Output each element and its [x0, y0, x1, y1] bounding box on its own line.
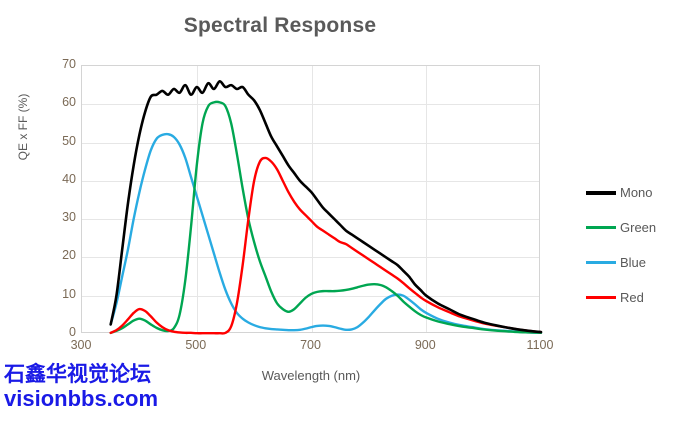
legend-swatch-red — [586, 296, 616, 299]
gridline-vertical — [426, 66, 428, 332]
y-tick-20: 20 — [62, 248, 76, 263]
legend-swatch-green — [586, 226, 616, 229]
legend-swatch-mono — [586, 190, 616, 195]
legend-label-mono: Mono — [620, 185, 653, 200]
series-line-green — [109, 100, 543, 335]
x-tick-1100: 1100 — [526, 338, 554, 352]
y-tick-40: 40 — [62, 171, 76, 186]
chart-title: Spectral Response — [183, 14, 377, 37]
watermark-line-2: visionbbs.com — [4, 385, 159, 411]
y-tick-30: 30 — [62, 210, 76, 225]
legend-item-green[interactable]: Green — [586, 210, 690, 245]
y-tick-70: 70 — [62, 57, 76, 71]
legend-item-mono[interactable]: Mono — [586, 175, 690, 210]
legend-swatch-blue — [586, 261, 616, 264]
x-tick-900: 900 — [414, 338, 436, 352]
legend-label-blue: Blue — [620, 255, 647, 270]
series-line-red — [109, 156, 543, 335]
gridline-horizontal — [82, 104, 539, 106]
x-axis-label: Wavelength (nm) — [261, 368, 361, 383]
legend-label-red: Red — [620, 290, 644, 305]
curve-layer — [109, 80, 543, 335]
y-axis-label: QE x FF (%) — [16, 93, 30, 161]
x-tick-300: 300 — [70, 338, 92, 352]
legend-item-red[interactable]: Red — [586, 280, 690, 315]
series-line-blue — [109, 132, 543, 335]
y-axis-tick-labels: 0 10 20 30 40 50 60 70 — [38, 0, 76, 426]
y-tick-10: 10 — [62, 286, 76, 301]
gridline-horizontal — [82, 257, 539, 259]
plot-area — [81, 65, 543, 335]
gridline-horizontal — [82, 142, 539, 144]
legend-label-green: Green — [620, 220, 657, 235]
series-line-mono — [109, 80, 543, 334]
gridline-horizontal — [82, 180, 539, 182]
gridline-vertical — [311, 66, 313, 332]
legend-item-blue[interactable]: Blue — [586, 245, 690, 280]
x-tick-700: 700 — [300, 338, 321, 352]
watermark-line-1: 石鑫华视觉论坛 — [4, 363, 151, 386]
y-tick-0: 0 — [69, 325, 76, 339]
y-tick-50: 50 — [62, 133, 76, 148]
y-tick-60: 60 — [62, 95, 76, 110]
gridline-horizontal — [82, 295, 539, 297]
watermark: 石鑫华视觉论坛 visionbbs.com — [4, 364, 158, 411]
chart-legend: Mono Green Blue Red — [586, 175, 690, 315]
x-tick-500: 500 — [185, 338, 207, 352]
